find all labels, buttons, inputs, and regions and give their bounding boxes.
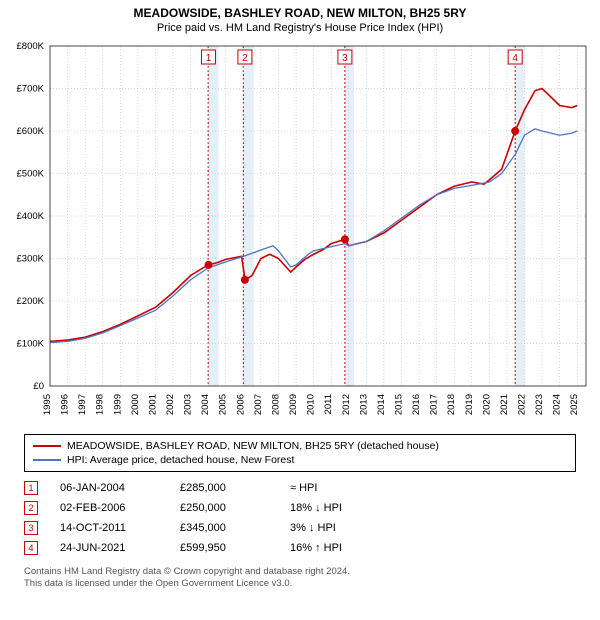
svg-text:2000: 2000: [130, 394, 141, 415]
svg-text:2012: 2012: [341, 394, 352, 415]
svg-text:2020: 2020: [481, 394, 492, 415]
svg-text:£500K: £500K: [17, 169, 45, 180]
chart-container: MEADOWSIDE, BASHLEY ROAD, NEW MILTON, BH…: [0, 0, 600, 620]
sale-marker-icon: 3: [24, 521, 38, 535]
svg-text:2: 2: [242, 53, 248, 64]
svg-text:2011: 2011: [323, 394, 334, 414]
svg-text:2017: 2017: [429, 394, 440, 415]
sales-table: 1 06-JAN-2004£285,000≈ HPI 2 02-FEB-2006£25…: [24, 478, 576, 558]
sale-price: £250,000: [180, 502, 290, 514]
sale-delta: 16% ↑ HPI: [290, 542, 380, 554]
svg-text:2004: 2004: [200, 394, 211, 415]
legend-item: HPI: Average price, detached house, New …: [33, 453, 567, 467]
svg-text:2021: 2021: [499, 394, 510, 415]
legend-swatch: [33, 459, 61, 461]
svg-text:£800K: £800K: [17, 41, 45, 52]
legend: MEADOWSIDE, BASHLEY ROAD, NEW MILTON, BH…: [24, 434, 576, 472]
svg-text:£200K: £200K: [17, 296, 45, 307]
svg-text:1: 1: [206, 53, 212, 64]
svg-text:1996: 1996: [60, 394, 71, 415]
sale-marker-icon: 1: [24, 481, 38, 495]
sale-price: £599,950: [180, 542, 290, 554]
footer-line-2: This data is licensed under the Open Gov…: [24, 578, 576, 590]
svg-text:2007: 2007: [253, 394, 264, 415]
sale-date: 14-OCT-2011: [60, 522, 180, 534]
svg-text:4: 4: [512, 53, 518, 64]
svg-text:1998: 1998: [95, 394, 106, 415]
sale-row: 4 24-JUN-2021£599,95016% ↑ HPI: [24, 538, 576, 558]
svg-text:£0: £0: [33, 381, 44, 392]
svg-text:2013: 2013: [358, 394, 369, 415]
chart-subtitle: Price paid vs. HM Land Registry's House …: [0, 20, 600, 38]
svg-text:2009: 2009: [288, 394, 299, 415]
svg-text:2008: 2008: [270, 394, 281, 415]
svg-text:2003: 2003: [183, 394, 194, 415]
svg-text:2014: 2014: [376, 394, 387, 415]
sale-date: 06-JAN-2004: [60, 482, 180, 494]
svg-text:1999: 1999: [112, 394, 123, 415]
sale-row: 2 02-FEB-2006£250,00018% ↓ HPI: [24, 498, 576, 518]
svg-text:2006: 2006: [235, 394, 246, 415]
sale-delta: 3% ↓ HPI: [290, 522, 380, 534]
sale-price: £345,000: [180, 522, 290, 534]
svg-text:2024: 2024: [552, 394, 563, 415]
svg-text:2019: 2019: [464, 394, 475, 415]
sale-row: 1 06-JAN-2004£285,000≈ HPI: [24, 478, 576, 498]
footer-line-1: Contains HM Land Registry data © Crown c…: [24, 566, 576, 578]
legend-item: MEADOWSIDE, BASHLEY ROAD, NEW MILTON, BH…: [33, 439, 567, 453]
sale-marker-icon: 4: [24, 541, 38, 555]
chart-title: MEADOWSIDE, BASHLEY ROAD, NEW MILTON, BH…: [0, 0, 600, 20]
svg-text:2025: 2025: [569, 394, 580, 415]
svg-text:1995: 1995: [42, 394, 53, 415]
svg-text:£400K: £400K: [17, 211, 45, 222]
svg-text:2015: 2015: [393, 394, 404, 415]
sale-date: 24-JUN-2021: [60, 542, 180, 554]
svg-text:2002: 2002: [165, 394, 176, 415]
svg-text:2001: 2001: [147, 394, 158, 415]
line-chart: £0 £100K £200K £300K £400K £500K £600K £700K £80…: [0, 38, 600, 428]
svg-text:2016: 2016: [411, 394, 422, 415]
svg-text:1997: 1997: [77, 394, 88, 415]
svg-text:2023: 2023: [534, 394, 545, 415]
svg-text:£300K: £300K: [17, 254, 45, 265]
svg-text:2022: 2022: [516, 394, 527, 415]
legend-label: MEADOWSIDE, BASHLEY ROAD, NEW MILTON, BH…: [67, 440, 439, 452]
sale-date: 02-FEB-2006: [60, 502, 180, 514]
svg-text:3: 3: [342, 53, 348, 64]
sale-delta: ≈ HPI: [290, 482, 380, 494]
chart-area: £0 £100K £200K £300K £400K £500K £600K £700K £80…: [0, 38, 600, 428]
svg-text:2018: 2018: [446, 394, 457, 415]
footer-attribution: Contains HM Land Registry data © Crown c…: [24, 566, 576, 590]
svg-text:2010: 2010: [306, 394, 317, 415]
sale-marker-icon: 2: [24, 501, 38, 515]
svg-text:£700K: £700K: [17, 84, 45, 95]
sale-row: 3 14-OCT-2011£345,0003% ↓ HPI: [24, 518, 576, 538]
svg-text:£600K: £600K: [17, 126, 45, 137]
svg-text:£100K: £100K: [17, 339, 45, 350]
sale-delta: 18% ↓ HPI: [290, 502, 380, 514]
legend-label: HPI: Average price, detached house, New …: [67, 454, 294, 466]
legend-swatch: [33, 445, 61, 447]
svg-text:2005: 2005: [218, 394, 229, 415]
sale-price: £285,000: [180, 482, 290, 494]
